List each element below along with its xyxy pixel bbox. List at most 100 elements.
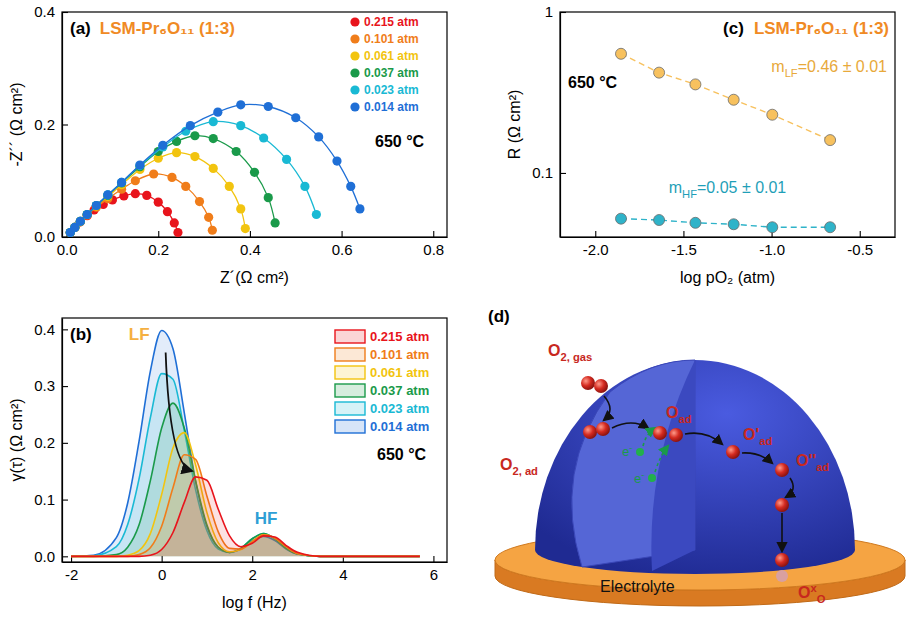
tick-label: 0.0 (34, 548, 55, 565)
tick-label: 0.1 (532, 164, 553, 181)
point (76, 217, 85, 226)
text-part: - (641, 470, 644, 480)
fit-line (621, 219, 830, 228)
text-part: 2, ad (512, 465, 538, 477)
point (728, 94, 739, 105)
species-label: O''ad (796, 452, 829, 473)
text-part: 2, gas (560, 351, 592, 363)
fit-line (70, 104, 360, 232)
temperature: 650 °C (377, 446, 427, 463)
oxygen-atom (726, 445, 740, 459)
point (690, 217, 701, 228)
species-label: O'ad (743, 426, 772, 447)
tick-label: -1.0 (759, 241, 785, 258)
oxygen-atom (596, 422, 610, 436)
point (236, 204, 245, 213)
oxygen-atom (581, 376, 595, 390)
legend: 0.215 atm0.101 atm0.061 atm0.037 atm0.02… (350, 15, 418, 114)
point (264, 193, 273, 202)
tick: 6 (430, 556, 438, 583)
legend-label: 0.215 atm (370, 329, 429, 344)
point (181, 182, 190, 191)
tick: 1 (545, 3, 566, 20)
text-part: O'' (796, 452, 816, 469)
species-label: Oad (666, 404, 692, 425)
point (208, 226, 217, 235)
point (654, 67, 665, 78)
line (71, 374, 420, 557)
point (190, 131, 199, 140)
tick-label: -0.5 (847, 241, 873, 258)
legend-label: 0.023 atm (364, 83, 419, 97)
tick-mark (433, 556, 434, 562)
tick-label: 0.2 (34, 116, 55, 133)
legend-label: 0.014 atm (370, 419, 429, 434)
legend-label: 0.061 atm (370, 365, 429, 380)
tick: -0.5 (847, 231, 873, 258)
arrow (655, 446, 668, 472)
x-axis-title: Z´(Ω cm²) (220, 269, 289, 286)
point (83, 210, 92, 219)
point (825, 222, 836, 233)
species-label: O2, ad (500, 456, 538, 477)
tick: 2 (249, 556, 257, 583)
text-part: m (771, 58, 784, 75)
tick-label: -2.0 (583, 241, 609, 258)
axis-bottom: 0.00.20.40.60.8 (57, 231, 448, 258)
tick-label: 0.4 (240, 241, 261, 258)
electron (648, 474, 656, 482)
temperature: 650 °C (568, 74, 618, 91)
tick-label: 0.4 (34, 3, 55, 20)
tick: -2 (65, 556, 78, 583)
point (142, 191, 151, 200)
point (282, 155, 291, 164)
axis-line (561, 237, 896, 238)
legend-marker (350, 17, 359, 26)
area (71, 330, 420, 556)
point (291, 113, 300, 122)
species-label: O2, gas (548, 342, 592, 363)
legend-marker (350, 102, 359, 111)
plot-area (71, 330, 420, 556)
plot-area (616, 48, 836, 232)
point (76, 217, 85, 226)
tick-label: 0.2 (148, 241, 169, 258)
point (190, 152, 199, 161)
tick-mark (860, 231, 861, 237)
tick: 0.0 (34, 228, 68, 245)
oxygen-atom (775, 463, 789, 477)
tick-mark (62, 124, 68, 125)
point (232, 147, 241, 156)
legend-label: 0.101 atm (370, 347, 429, 362)
legend-marker (350, 51, 359, 60)
tick-label: 4 (339, 566, 347, 583)
legend-marker (350, 85, 359, 94)
area (71, 433, 420, 557)
legend-label: 0.037 atm (370, 383, 429, 398)
electron-label: e- (634, 470, 644, 486)
tick-label: 0.6 (332, 241, 353, 258)
axis-bottom: -2.0-1.5-1.0-0.5 (561, 231, 896, 258)
line (71, 330, 420, 556)
oxygen-atom (653, 426, 667, 440)
electron (636, 448, 644, 456)
tick-mark (62, 386, 68, 387)
point (149, 169, 158, 178)
point (167, 173, 176, 182)
text-part: =0.05 ± 0.01 (697, 179, 786, 196)
tick-mark (162, 556, 163, 562)
tick: 0.2 (34, 434, 68, 451)
point (173, 228, 182, 237)
text-part: - (629, 443, 632, 453)
point (117, 178, 126, 187)
tick: 0.1 (34, 491, 68, 508)
legend-swatch (335, 330, 365, 343)
tick-label: 0.0 (57, 241, 78, 258)
tick-label: 6 (430, 566, 438, 583)
text-part: =0.46 ± 0.01 (798, 58, 887, 75)
point (616, 213, 627, 224)
arrow (781, 513, 783, 551)
tick: 0.3 (34, 377, 68, 394)
point (209, 117, 218, 126)
y-axis-title: -Z´´ (Ω cm²) (8, 83, 25, 167)
